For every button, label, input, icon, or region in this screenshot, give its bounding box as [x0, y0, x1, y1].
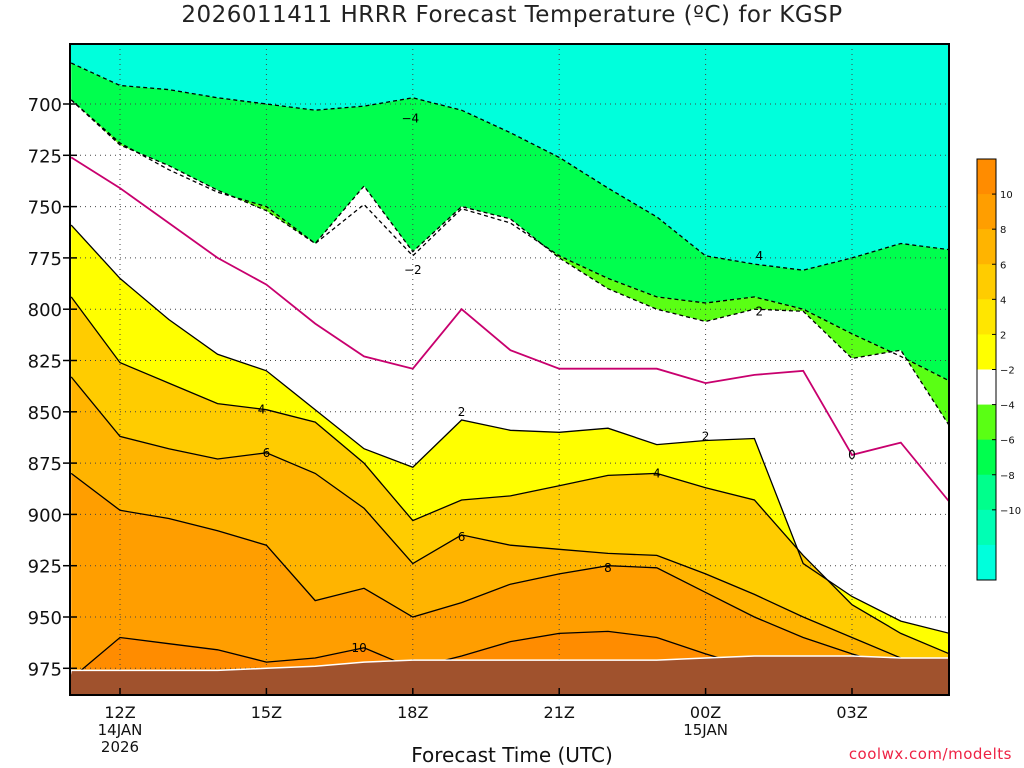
- contour-labels: −4 −2 4 2 4 2 2 0 6 4 6 8 10: [258, 111, 856, 654]
- contour-line-minus2: [70, 99, 949, 427]
- chart-title: 2026011411 HRRR Forecast Temperature (ºC…: [181, 2, 843, 28]
- x-tick-label-00z: 00Z: [690, 703, 721, 722]
- band-0-2: [71, 157, 949, 634]
- contour-line-2: [70, 224, 949, 634]
- source-credit: coolwx.com/modelts: [848, 745, 1012, 763]
- colorbar-label-4: 2: [1000, 330, 1006, 341]
- y-tick-label-825: 825: [28, 352, 62, 373]
- band-2-4: [71, 225, 949, 654]
- y-tick-label-725: 725: [28, 146, 62, 167]
- colorbar-label-2: 6: [1000, 260, 1006, 271]
- x-tick-label-2026: 2026: [101, 738, 139, 756]
- colorbar-label-0: 10: [1000, 190, 1013, 201]
- colorbar-label-8: −8: [1000, 471, 1015, 482]
- y-tick-label-775: 775: [28, 249, 62, 270]
- contour-label-5: 2: [458, 405, 466, 419]
- plot-frame: [69, 43, 950, 696]
- y-tick-label-800: 800: [28, 300, 62, 321]
- contour-label-9: 4: [653, 466, 661, 480]
- y-axis: 700 725 750 775 800 825 850 875 900 925 950 975: [28, 95, 77, 680]
- contour-label-6: 2: [702, 429, 710, 443]
- contour-label-2: 4: [755, 249, 763, 263]
- x-tick-label-15jan: 15JAN: [683, 721, 728, 739]
- y-tick-label-875: 875: [28, 454, 62, 475]
- colorbar: 10 8 6 4 2 −2 −4 −6 −8 −10: [976, 158, 1021, 581]
- colorbar-band-7: [977, 404, 996, 441]
- y-tick-label-950: 950: [28, 608, 62, 629]
- contour-label-4: 4: [258, 403, 266, 417]
- x-tick-label-21z: 21Z: [544, 703, 575, 722]
- contour-label-3: 2: [755, 304, 763, 318]
- colorbar-band-3: [977, 264, 996, 300]
- contour-line-4: [70, 296, 949, 655]
- colorbar-band-4: [977, 299, 996, 335]
- colorbar-band-10: [977, 509, 996, 546]
- contour-label-1: −2: [404, 263, 422, 277]
- y-tick-label-750: 750: [28, 198, 62, 219]
- contour-line-6: [70, 376, 949, 669]
- band-6-8: [71, 376, 949, 675]
- colorbar-band-0: [977, 159, 996, 195]
- y-tick-label-850: 850: [28, 403, 62, 424]
- x-tick-label-03z: 03Z: [836, 703, 867, 722]
- ground-surface: [70, 655, 949, 695]
- colorbar-label-6: −4: [1000, 401, 1015, 412]
- colorbar-label-1: 8: [1000, 225, 1006, 236]
- x-tick-label-14jan: 14JAN: [98, 721, 143, 739]
- ground-band: [70, 655, 949, 695]
- contour-label-0: −4: [402, 111, 420, 125]
- colorbar-band-9: [977, 474, 996, 511]
- contour-label-12: 10: [351, 641, 366, 655]
- colorbar-label-5: −2: [1000, 366, 1015, 377]
- colorbar-band-2: [977, 229, 996, 265]
- x-axis-title: Forecast Time (UTC): [411, 743, 613, 767]
- colorbar-band-11: [977, 544, 996, 581]
- contour-label-10: 6: [458, 530, 466, 544]
- colorbar-band-5: [977, 334, 996, 370]
- colorbar-label-9: −10: [1000, 506, 1021, 517]
- contour-label-7: 0: [848, 448, 856, 462]
- contour-line-0: [70, 156, 949, 503]
- y-tick-label-925: 925: [28, 557, 62, 578]
- colorbar-label-7: −6: [1000, 436, 1015, 447]
- contour-label-8: 6: [263, 446, 271, 460]
- colorbar-label-3: 4: [1000, 295, 1006, 306]
- x-tick-label-18z: 18Z: [397, 703, 428, 722]
- y-tick-label-900: 900: [28, 505, 62, 526]
- contour-label-11: 8: [604, 561, 612, 575]
- band-4-6: [71, 296, 949, 669]
- x-tick-label-12z: 12Z: [104, 703, 135, 722]
- x-tick-label-15z: 15Z: [251, 703, 282, 722]
- colorbar-band-6: [977, 369, 996, 406]
- band-below-minus6: [70, 44, 949, 271]
- contour-line-8: [70, 472, 949, 676]
- colorbar-band-1: [977, 194, 996, 230]
- y-tick-label-975: 975: [28, 659, 62, 680]
- band-minus2-0: [71, 99, 949, 502]
- y-tick-label-700: 700: [28, 95, 62, 116]
- band-8-10: [71, 473, 949, 679]
- temperature-fill-bands: [70, 44, 949, 695]
- colorbar-band-8: [977, 439, 996, 476]
